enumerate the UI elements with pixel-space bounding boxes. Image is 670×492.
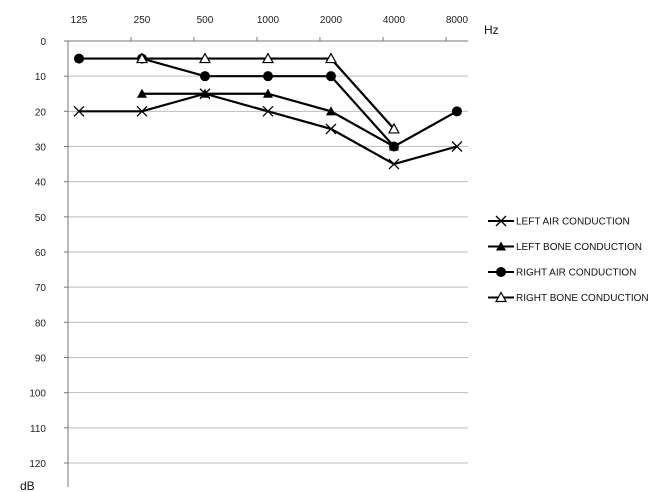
x-tick-labels: 125 250 500 1000 2000 4000 8000 [71,15,469,26]
data-point-1-3 [262,88,273,98]
series-3 [135,52,400,134]
y-tick-120: 120 [29,459,46,470]
legend-entry-0: LEFT AIR CONDUCTION [488,215,630,228]
series-group [73,52,463,170]
data-point-2-6 [451,106,462,117]
legend-entry-1: LEFT BONE CONDUCTION [488,241,642,253]
data-point-0-0 [73,105,85,117]
x-tick-500: 500 [197,15,214,26]
y-unit-label: dB [20,479,35,492]
data-point-2-0 [74,53,84,64]
y-tick-70: 70 [35,283,47,294]
data-point-0-6 [451,141,463,152]
series-0 [73,88,463,170]
data-point-1-4 [325,106,336,116]
y-tick-labels: 0 10 20 30 40 50 60 70 80 90 100 110 120 [29,37,46,470]
y-tick-80: 80 [35,318,47,329]
y-tick-20: 20 [35,107,47,118]
x-tick-4000: 4000 [383,15,406,26]
legend-label-0: LEFT AIR CONDUCTION [516,217,630,228]
data-point-1-2 [199,88,210,98]
data-point-2-2 [199,71,210,82]
legend: LEFT AIR CONDUCTION LEFT BONE CONDUCTION R… [488,215,649,304]
x-tick-2000: 2000 [320,15,343,26]
y-tick-30: 30 [35,143,47,154]
y-tick-0: 0 [40,37,46,48]
legend-entry-3: RIGHT BONE CONDUCTION [488,291,649,304]
data-point-3-4 [324,52,337,64]
data-point-2-4 [325,71,336,82]
x-tick-125: 125 [71,15,88,26]
data-point-2-3 [262,71,273,82]
data-point-0-5 [388,158,400,170]
legend-label-3: RIGHT BONE CONDUCTION [516,293,649,304]
series-1 [136,88,399,151]
legend-marker-3 [494,291,508,303]
y-tick-60: 60 [35,248,47,259]
y-tick-90: 90 [35,354,47,365]
y-tick-100: 100 [29,389,46,400]
axes [64,37,468,487]
legend-marker-1 [496,241,506,251]
x-tick-1000: 1000 [257,15,280,26]
series-2 [74,53,462,152]
data-point-1-1 [136,88,147,98]
y-tick-10: 10 [35,72,47,83]
data-point-2-5 [388,141,399,152]
data-point-3-5 [387,122,400,134]
x-tick-250: 250 [134,15,151,26]
x-unit-label: Hz [484,23,499,37]
legend-marker-0 [495,215,507,227]
y-tick-50: 50 [35,213,47,224]
data-point-0-4 [325,123,337,135]
y-tick-110: 110 [30,424,46,435]
y-tick-40: 40 [35,178,47,189]
legend-label-2: RIGHT AIR CONDUCTION [516,268,636,279]
data-point-3-3 [261,52,274,64]
legend-label-1: LEFT BONE CONDUCTION [516,242,642,253]
series-line-0 [79,92,458,166]
data-point-3-2 [198,52,212,64]
data-point-0-3 [262,105,274,117]
data-point-3-1 [135,52,149,64]
legend-marker-2 [496,267,506,277]
x-tick-8000: 8000 [446,15,469,26]
gridlines [68,75,468,464]
data-point-0-1 [136,105,148,117]
legend-entry-2: RIGHT AIR CONDUCTION [488,267,636,279]
